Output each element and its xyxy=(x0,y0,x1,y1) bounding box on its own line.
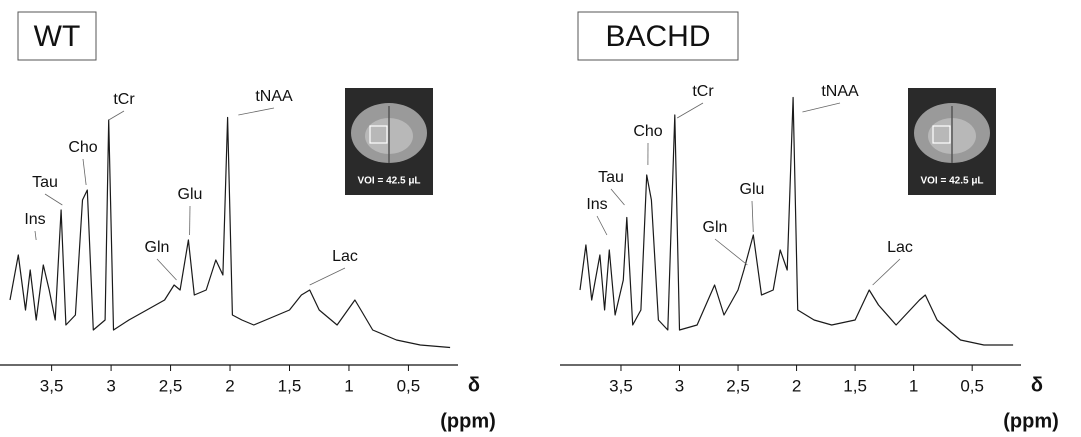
x-tick-label: 0,5 xyxy=(397,376,421,395)
annotation-label: Lac xyxy=(332,248,358,265)
inset-voi xyxy=(369,125,388,144)
spectrum-line xyxy=(579,96,1014,346)
x-axis-label: δ xyxy=(468,374,480,396)
panel: BACHD 3,5 3 2,5 2 1,5 1 0,5 δ (ppm) Ins Tau Cho tCr Gl… xyxy=(560,11,1059,432)
x-tick-label: 1,5 xyxy=(278,376,302,395)
annotation-label: tNAA xyxy=(255,88,293,105)
annotation-leader xyxy=(676,102,704,119)
x-tick-label: 3,5 xyxy=(609,376,633,395)
inset-label: VOI = 42.5 μL xyxy=(920,176,983,187)
annotation-label: Gln xyxy=(145,239,170,256)
annotation-leader xyxy=(596,215,608,236)
annotation-label: tCr xyxy=(113,91,135,108)
annotation-leader xyxy=(751,200,754,233)
x-tick-label: 2,5 xyxy=(159,376,183,395)
annotation-label: Gln xyxy=(703,219,728,236)
annotation-label: tNAA xyxy=(821,83,859,100)
x-tick-label: 3 xyxy=(106,376,115,395)
inset-label: VOI = 42.5 μL xyxy=(357,176,420,187)
x-axis-label: δ xyxy=(1031,374,1043,396)
x-tick-label: 3 xyxy=(675,376,684,395)
x-tick-label: 1,5 xyxy=(843,376,867,395)
annotation-leader xyxy=(802,102,841,113)
annotation-label: Cho xyxy=(633,123,662,140)
annotation-label: tCr xyxy=(692,83,714,100)
spectrum-line xyxy=(9,116,451,349)
annotation-label: Glu xyxy=(740,181,765,198)
x-tick-label: 1 xyxy=(909,376,918,395)
annotation-leader xyxy=(610,188,625,206)
x-tick-label: 0,5 xyxy=(960,376,984,395)
annotation-leader xyxy=(714,238,748,266)
annotation-leader xyxy=(44,193,63,206)
annotation-label: Lac xyxy=(887,239,913,256)
x-tick-label: 2,5 xyxy=(726,376,750,395)
x-axis-unit: (ppm) xyxy=(440,410,496,432)
annotation-label: Glu xyxy=(178,186,203,203)
annotation-label: Tau xyxy=(32,174,58,191)
annotation-label: Ins xyxy=(24,211,45,228)
annotation-label: Cho xyxy=(68,139,97,156)
panel-title: WT xyxy=(34,20,81,53)
title-box xyxy=(577,11,739,61)
annotation-leader xyxy=(34,230,37,241)
panel: WT 3,5 3 2,5 2 1,5 1 0,5 δ (ppm) Ins Tau Cho tCr Gln Gl… xyxy=(0,11,496,432)
annotation-leader xyxy=(108,110,125,121)
annotation-leader xyxy=(156,258,177,281)
x-tick-label: 1 xyxy=(344,376,353,395)
annotation-label: Ins xyxy=(586,196,607,213)
annotation-leader xyxy=(82,158,87,186)
annotation-leader xyxy=(872,258,901,286)
title-box xyxy=(17,11,97,61)
x-axis-unit: (ppm) xyxy=(1003,410,1059,432)
panel-title: BACHD xyxy=(605,20,710,53)
inset-voi xyxy=(932,125,951,144)
x-tick-label: 2 xyxy=(792,376,801,395)
annotation-leader xyxy=(238,107,275,116)
annotation-leader xyxy=(309,267,346,286)
annotation-label: Tau xyxy=(598,169,624,186)
x-tick-label: 3,5 xyxy=(40,376,64,395)
x-tick-label: 2 xyxy=(225,376,234,395)
